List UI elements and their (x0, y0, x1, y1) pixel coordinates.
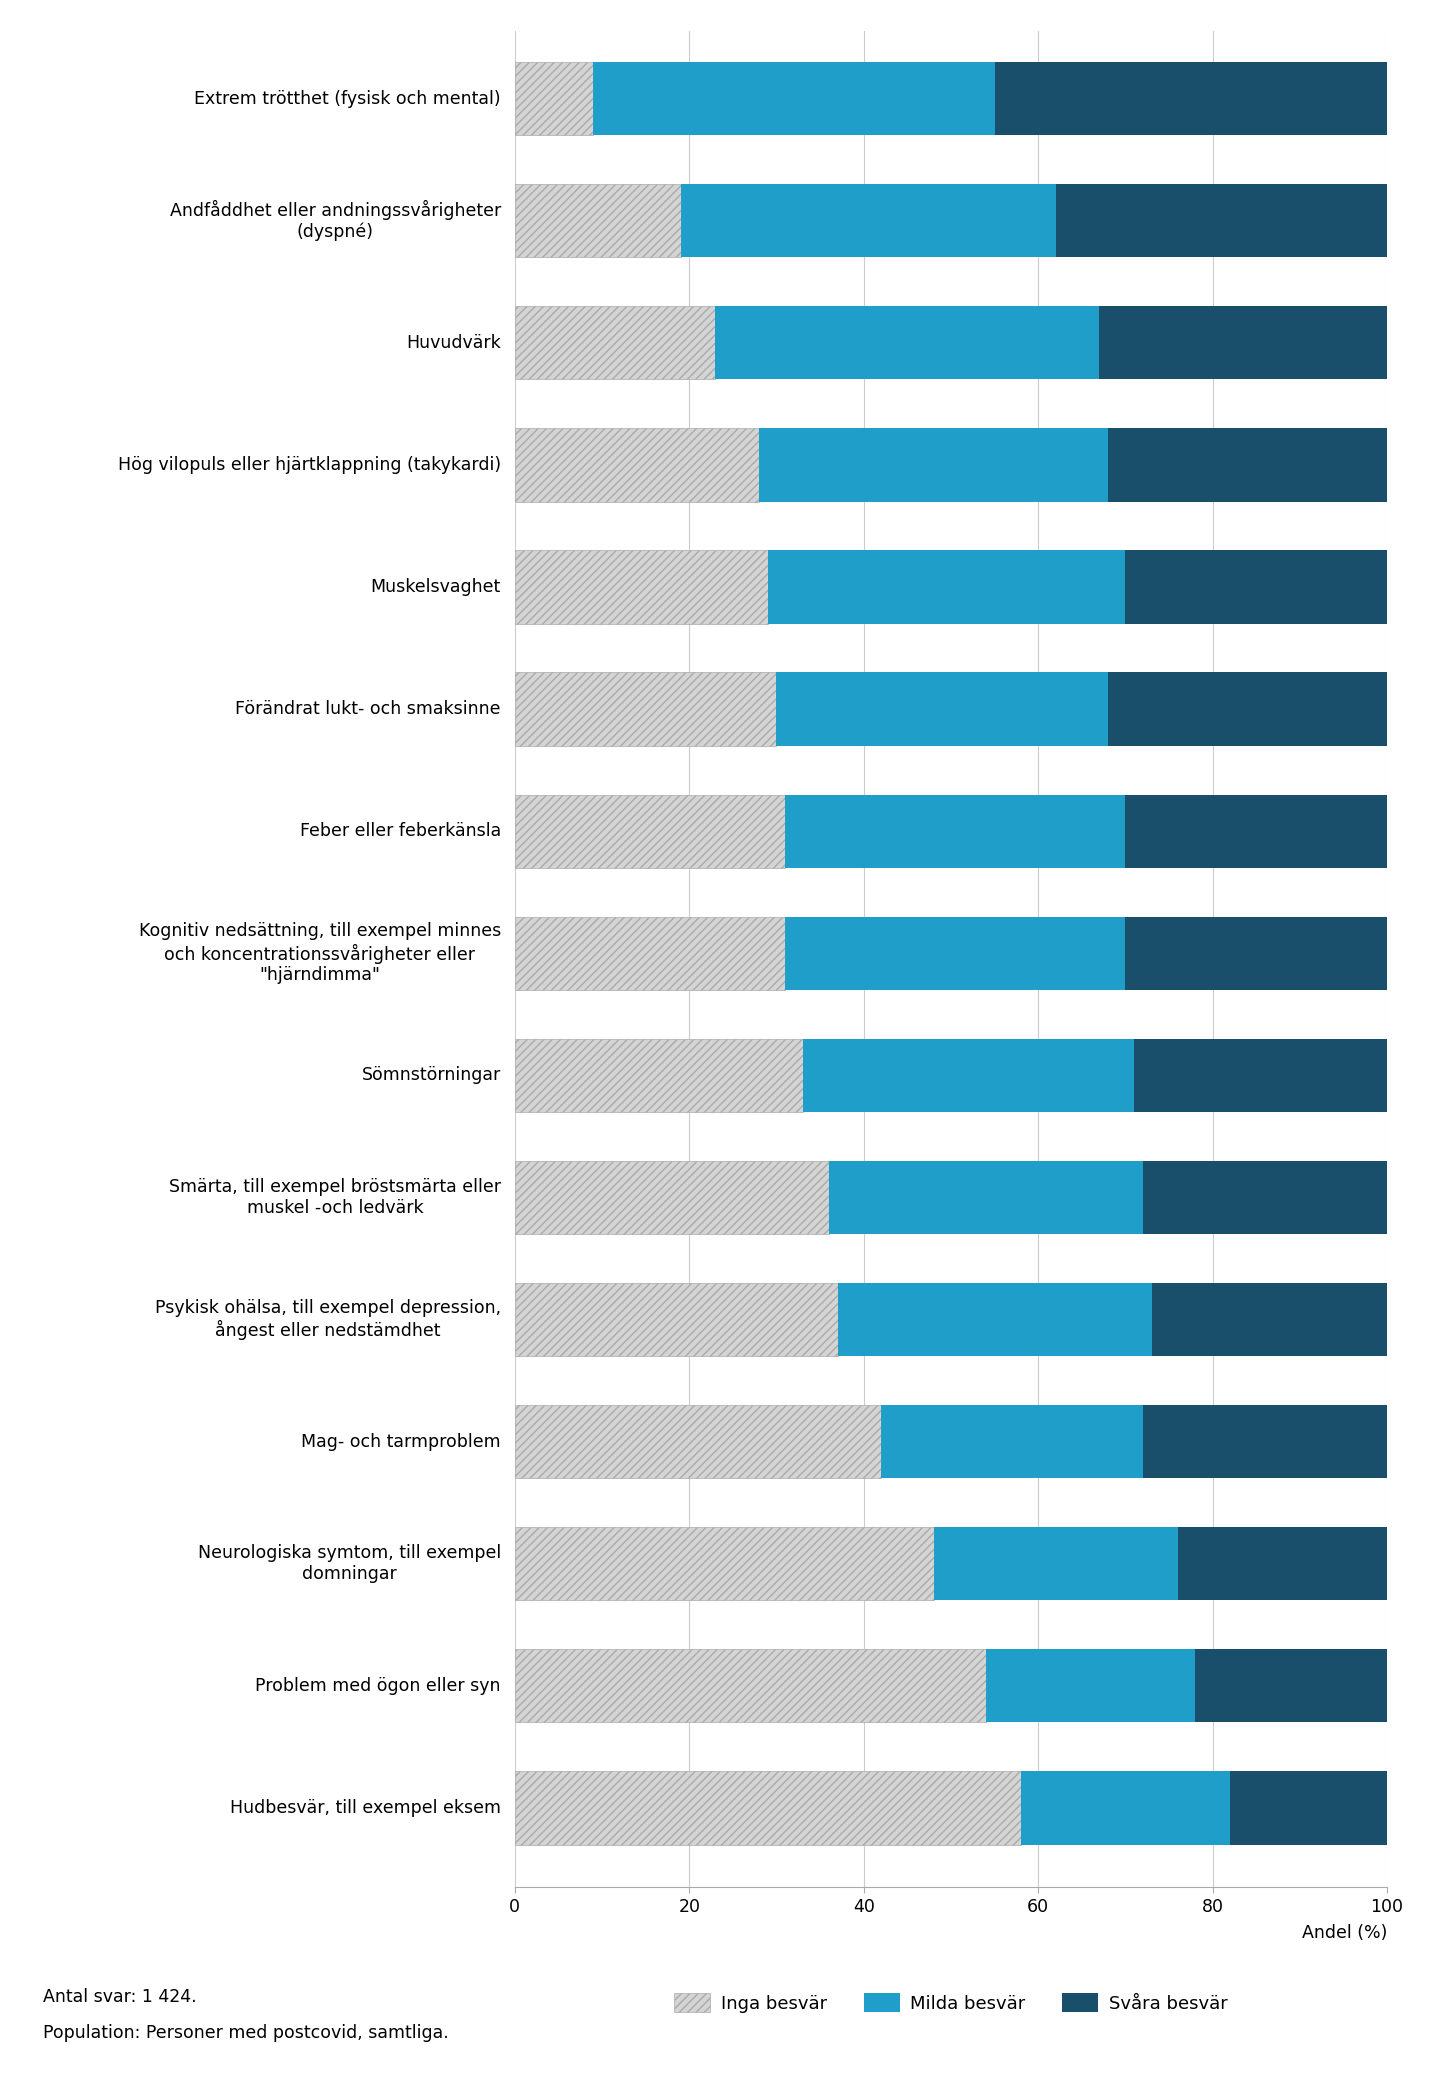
Bar (985, 1648, 1195, 1722)
Bar (515, 549, 768, 623)
Bar (515, 63, 593, 134)
X-axis label: Andel (%): Andel (%) (1301, 1925, 1387, 1942)
Bar (1178, 1527, 1387, 1600)
Bar (515, 795, 785, 868)
Text: Antal svar: 1 424.: Antal svar: 1 424. (43, 1988, 196, 2007)
Bar (1134, 1038, 1387, 1111)
Bar (1143, 1162, 1387, 1235)
Bar (838, 1283, 1151, 1357)
Bar (1195, 1648, 1387, 1722)
Bar (515, 306, 715, 380)
Bar (802, 1038, 1134, 1111)
Bar (515, 1648, 985, 1722)
Bar (1125, 549, 1387, 623)
Text: Population: Personer med postcovid, samtliga.: Population: Personer med postcovid, samt… (43, 2024, 449, 2042)
Bar (515, 1283, 838, 1357)
Legend: Inga besvär, Milda besvär, Svåra besvär: Inga besvär, Milda besvär, Svåra besvär (668, 1986, 1234, 2019)
Bar (515, 1038, 802, 1111)
Bar (1055, 185, 1387, 258)
Bar (1125, 916, 1387, 990)
Bar (681, 185, 1055, 258)
Bar (994, 63, 1387, 134)
Bar (715, 306, 1100, 380)
Bar (515, 1527, 934, 1600)
Bar (934, 1527, 1178, 1600)
Bar (1230, 1772, 1387, 1845)
Bar (776, 673, 1108, 747)
Bar (1100, 306, 1387, 380)
Bar (1125, 795, 1387, 868)
Bar (881, 1405, 1143, 1478)
Bar (515, 1162, 829, 1235)
Bar (515, 1405, 881, 1478)
Bar (515, 428, 759, 501)
Bar (1108, 428, 1387, 501)
Bar (1021, 1772, 1230, 1845)
Bar (768, 549, 1125, 623)
Bar (829, 1162, 1143, 1235)
Bar (759, 428, 1108, 501)
Bar (1108, 673, 1387, 747)
Bar (1151, 1283, 1387, 1357)
Bar (515, 185, 681, 258)
Bar (1143, 1405, 1387, 1478)
Bar (785, 795, 1125, 868)
Bar (593, 63, 994, 134)
Bar (515, 673, 776, 747)
Bar (785, 916, 1125, 990)
Bar (515, 1772, 1021, 1845)
Bar (515, 916, 785, 990)
